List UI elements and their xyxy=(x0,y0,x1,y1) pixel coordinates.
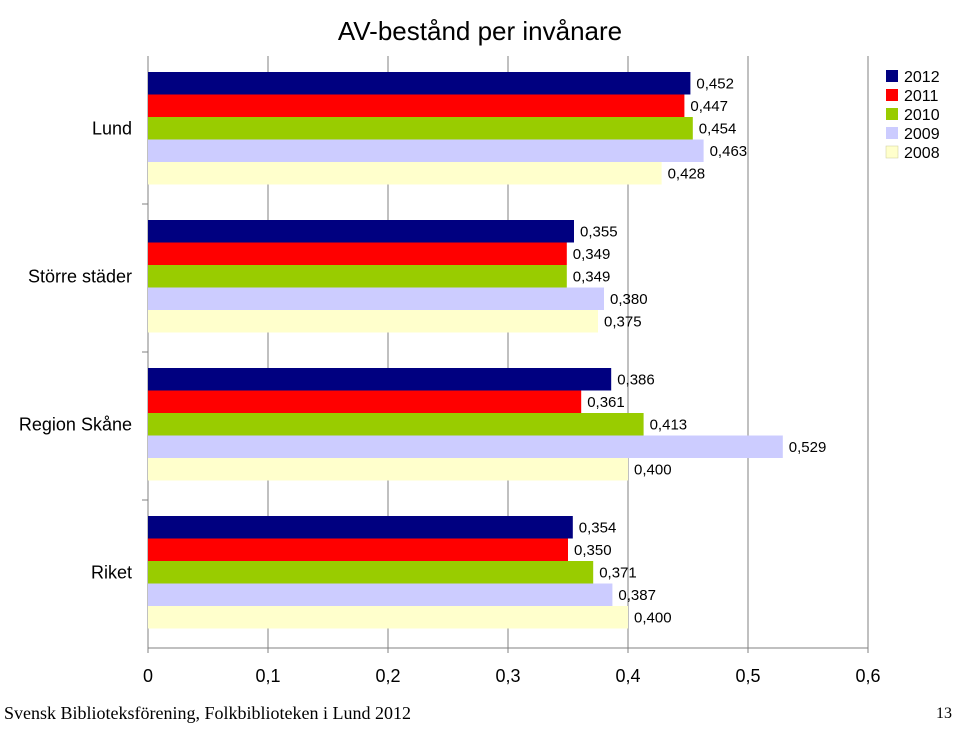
legend-label-4: 2008 xyxy=(904,145,940,162)
legend-swatch-3 xyxy=(886,127,898,139)
data-label-0-4: 0,428 xyxy=(668,165,706,182)
bar-3-3 xyxy=(148,583,613,606)
data-label-1-2: 0,349 xyxy=(573,268,611,285)
data-label-3-0: 0,354 xyxy=(579,519,617,536)
data-label-0-1: 0,447 xyxy=(690,98,728,115)
data-label-2-1: 0,361 xyxy=(587,394,625,411)
bar-0-4 xyxy=(148,162,662,185)
bar-2-4 xyxy=(148,458,628,481)
x-tick-label-4: 0,4 xyxy=(615,666,640,686)
x-tick-label-5: 0,5 xyxy=(735,666,760,686)
data-label-0-2: 0,454 xyxy=(699,120,737,137)
x-tick-label-0: 0 xyxy=(143,666,153,686)
bar-0-3 xyxy=(148,139,704,162)
category-label-1: Större städer xyxy=(28,266,132,286)
data-label-3-2: 0,371 xyxy=(599,564,637,581)
bar-3-2 xyxy=(148,561,594,584)
bar-2-0 xyxy=(148,368,612,391)
bar-1-4 xyxy=(148,310,598,333)
data-label-1-1: 0,349 xyxy=(573,246,611,263)
data-label-0-3: 0,463 xyxy=(710,143,748,160)
bar-0-2 xyxy=(148,117,693,140)
legend-label-1: 2011 xyxy=(904,88,939,105)
legend-label-3: 2009 xyxy=(904,126,940,143)
bar-0-0 xyxy=(148,72,691,95)
bar-3-1 xyxy=(148,538,568,561)
bar-2-1 xyxy=(148,390,582,413)
legend-swatch-0 xyxy=(886,70,898,82)
legend-swatch-1 xyxy=(886,89,898,101)
category-label-2: Region Skåne xyxy=(19,414,132,434)
bar-2-3 xyxy=(148,435,783,458)
data-label-2-0: 0,386 xyxy=(617,371,655,388)
legend-swatch-4 xyxy=(885,145,899,159)
x-tick-label-6: 0,6 xyxy=(855,666,880,686)
category-label-0: Lund xyxy=(92,118,132,138)
bar-3-4 xyxy=(148,606,628,629)
bar-3-0 xyxy=(148,516,573,539)
x-tick-label-1: 0,1 xyxy=(255,666,280,686)
data-label-1-0: 0,355 xyxy=(580,223,618,240)
x-tick-label-2: 0,2 xyxy=(375,666,400,686)
data-label-0-0: 0,452 xyxy=(696,75,734,92)
bar-2-2 xyxy=(148,413,644,436)
data-label-3-1: 0,350 xyxy=(574,542,612,559)
data-label-1-4: 0,375 xyxy=(604,313,642,330)
legend-label-2: 2010 xyxy=(904,107,940,124)
data-label-2-3: 0,529 xyxy=(789,439,827,456)
data-label-2-4: 0,400 xyxy=(634,461,672,478)
bar-1-3 xyxy=(148,287,604,310)
legend-label-0: 2012 xyxy=(904,69,940,86)
footer-text: Svensk Biblioteksförening, Folkbibliotek… xyxy=(4,703,411,723)
chart-title: AV-bestånd per invånare xyxy=(338,16,622,46)
bar-1-2 xyxy=(148,265,567,288)
data-label-3-4: 0,400 xyxy=(634,609,672,626)
bar-1-0 xyxy=(148,220,574,243)
legend-swatch-2 xyxy=(886,108,898,120)
data-label-2-2: 0,413 xyxy=(650,416,688,433)
bar-0-1 xyxy=(148,94,685,117)
bar-1-1 xyxy=(148,242,567,265)
data-label-3-3: 0,387 xyxy=(618,587,656,604)
x-tick-label-3: 0,3 xyxy=(495,666,520,686)
category-label-3: Riket xyxy=(91,562,132,582)
data-label-1-3: 0,380 xyxy=(610,291,648,308)
page-number: 13 xyxy=(936,705,952,722)
